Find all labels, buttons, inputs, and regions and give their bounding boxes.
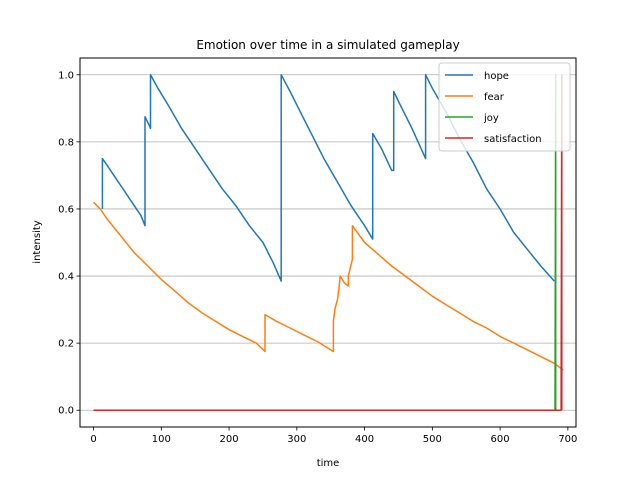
x-tick-label: 100: [152, 434, 171, 445]
legend-label-hope: hope: [484, 71, 509, 82]
x-tick-label: 700: [558, 434, 577, 445]
y-tick-label: 0.2: [58, 339, 74, 350]
chart-title: Emotion over time in a simulated gamepla…: [196, 38, 459, 52]
legend-label-satisfaction: satisfaction: [484, 134, 542, 145]
x-tick-label: 400: [355, 434, 374, 445]
x-tick-label: 300: [287, 434, 306, 445]
legend-label-fear: fear: [484, 92, 505, 103]
x-tick-label: 500: [423, 434, 442, 445]
x-tick-label: 200: [220, 434, 239, 445]
y-tick-label: 0.0: [58, 406, 74, 417]
x-tick-label: 600: [491, 434, 510, 445]
legend: hope fear joy satisfaction: [438, 62, 571, 152]
axis-ticks: 0.0 0.2 0.4 0.6 0.8 1.0 0 100 200 300 400 500 600 700: [58, 70, 577, 445]
series-line-fear: [93, 201, 564, 371]
axes-frame: [79, 57, 577, 428]
x-axis-label: time: [317, 458, 340, 469]
series-line-satisfaction: [93, 74, 563, 411]
legend-label-joy: joy: [483, 113, 499, 124]
x-tick-label: 0: [90, 434, 96, 445]
legend-box: [438, 62, 571, 152]
y-tick-label: 1.0: [58, 70, 74, 81]
y-tick-label: 0.4: [58, 272, 74, 283]
y-tick-label: 0.8: [58, 137, 74, 148]
y-tick-label: 0.6: [58, 204, 74, 215]
y-axis-label: intensity: [32, 220, 43, 263]
